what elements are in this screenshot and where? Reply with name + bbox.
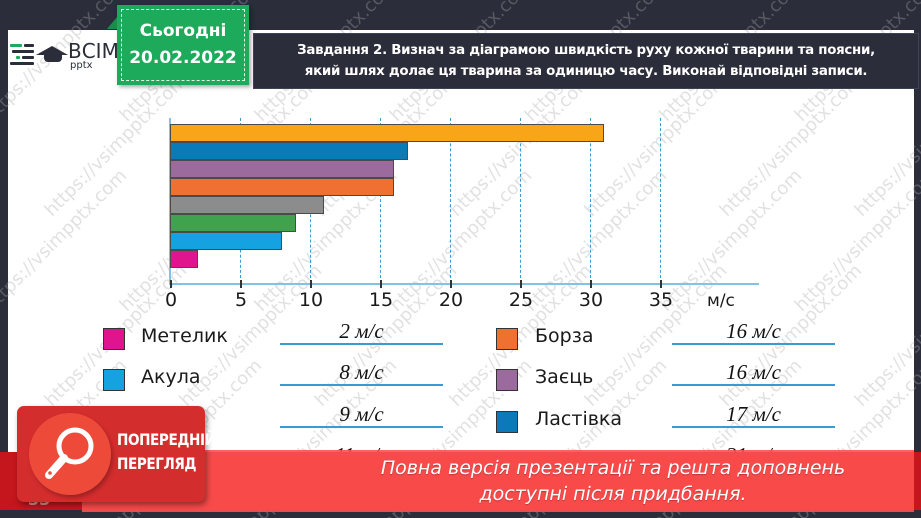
answer-value: 2 м/с — [339, 319, 384, 343]
color-swatch-icon — [496, 411, 518, 433]
graduation-cap-icon — [36, 46, 68, 55]
date-badge: Сьогодні 20.02.2022 — [107, 5, 249, 85]
x-axis — [169, 283, 759, 285]
bar-1 — [170, 124, 604, 142]
color-swatch-icon — [496, 369, 518, 391]
logo-title: ВСІМ — [68, 39, 119, 63]
bar-chart: 0 5 10 15 20 25 30 35 м/с — [164, 118, 759, 311]
date-value: 20.02.2022 — [129, 48, 237, 68]
x-tick — [590, 280, 592, 288]
notice-line-2: доступні після придбання. — [479, 483, 747, 505]
bar-3 — [170, 160, 394, 178]
bar-4 — [170, 178, 394, 196]
logo-dash-icon — [10, 44, 22, 47]
color-swatch-icon — [103, 369, 125, 391]
graduation-cap-icon — [44, 55, 62, 62]
preview-label-line-2: ПЕРЕГЛЯД — [117, 454, 197, 473]
date-label: Сьогодні — [139, 21, 227, 41]
notice-line-1: Повна версія презентації та решта доповн… — [380, 457, 846, 479]
answer-underline — [280, 384, 443, 386]
preview-label: ПОПЕРЕДНІЙ ПЕРЕГЛЯД — [117, 428, 216, 476]
answer-value: 16 м/с — [726, 360, 781, 384]
logo-dash-icon — [10, 62, 34, 65]
x-tick — [660, 280, 662, 288]
x-tick-label: 35 — [648, 289, 674, 311]
bar-7 — [170, 232, 282, 250]
x-tick — [450, 280, 452, 288]
answer-underline — [280, 426, 443, 428]
x-tick-label: 15 — [368, 289, 394, 311]
answer-value: 17 м/с — [726, 402, 781, 426]
color-swatch-icon — [103, 328, 125, 350]
purchase-notice-banner[interactable]: Повна версія презентації та решта доповн… — [82, 450, 914, 512]
logo-subtitle: pptx — [70, 60, 93, 71]
preview-label-line-1: ПОПЕРЕДНІЙ — [117, 430, 216, 449]
answer-value: 9 м/с — [339, 402, 384, 426]
x-tick — [240, 280, 242, 288]
bar-6 — [170, 214, 296, 232]
animal-name: Заєць — [535, 366, 594, 388]
answer-value: 8 м/с — [339, 360, 384, 384]
bar-5 — [170, 196, 324, 214]
x-tick — [310, 280, 312, 288]
x-tick-label: 25 — [508, 289, 534, 311]
answer-value: 16 м/с — [726, 319, 781, 343]
x-tick-label: 5 — [234, 289, 248, 311]
x-tick — [170, 280, 172, 288]
task-text-line-2: який шлях долає ця тварина за одиницю ча… — [304, 64, 868, 79]
task-header: Завдання 2. Визнач за діаграмою швидкіст… — [253, 33, 919, 89]
logo-dot-icon — [16, 56, 20, 59]
x-tick-label: 30 — [578, 289, 604, 311]
gridline — [520, 118, 521, 283]
answer-underline — [672, 384, 835, 386]
gridline — [660, 118, 661, 283]
bar-8 — [170, 250, 198, 268]
x-tick-label: 10 — [298, 289, 324, 311]
gridline — [590, 118, 591, 283]
y-axis — [169, 118, 171, 284]
task-text-line-1: Завдання 2. Визнач за діаграмою швидкіст… — [297, 43, 875, 58]
logo-dash-icon — [22, 56, 34, 59]
logo-dash-icon — [24, 44, 34, 47]
animal-name: Метелик — [141, 325, 228, 347]
bar-2 — [170, 142, 408, 160]
preview-badge[interactable]: ПОПЕРЕДНІЙ ПЕРЕГЛЯД — [17, 406, 216, 502]
animal-name: Акула — [141, 366, 201, 388]
x-tick-label: 20 — [438, 289, 464, 311]
gridline — [450, 118, 451, 283]
color-swatch-icon — [496, 328, 518, 350]
x-axis-unit: м/с — [707, 291, 735, 311]
magnifier-icon — [45, 427, 94, 479]
answer-underline — [672, 426, 835, 428]
x-tick-label: 0 — [164, 289, 178, 311]
gridline — [380, 118, 381, 283]
answer-underline — [672, 343, 835, 345]
animal-name: Ластівка — [535, 408, 623, 430]
magnifier-circle — [29, 413, 111, 495]
answer-underline — [280, 343, 443, 345]
x-tick — [380, 280, 382, 288]
vsim-logo: ВСІМ pptx — [8, 38, 119, 71]
animal-name: Борза — [535, 325, 594, 347]
logo-dash-icon — [12, 50, 34, 53]
x-tick — [520, 280, 522, 288]
